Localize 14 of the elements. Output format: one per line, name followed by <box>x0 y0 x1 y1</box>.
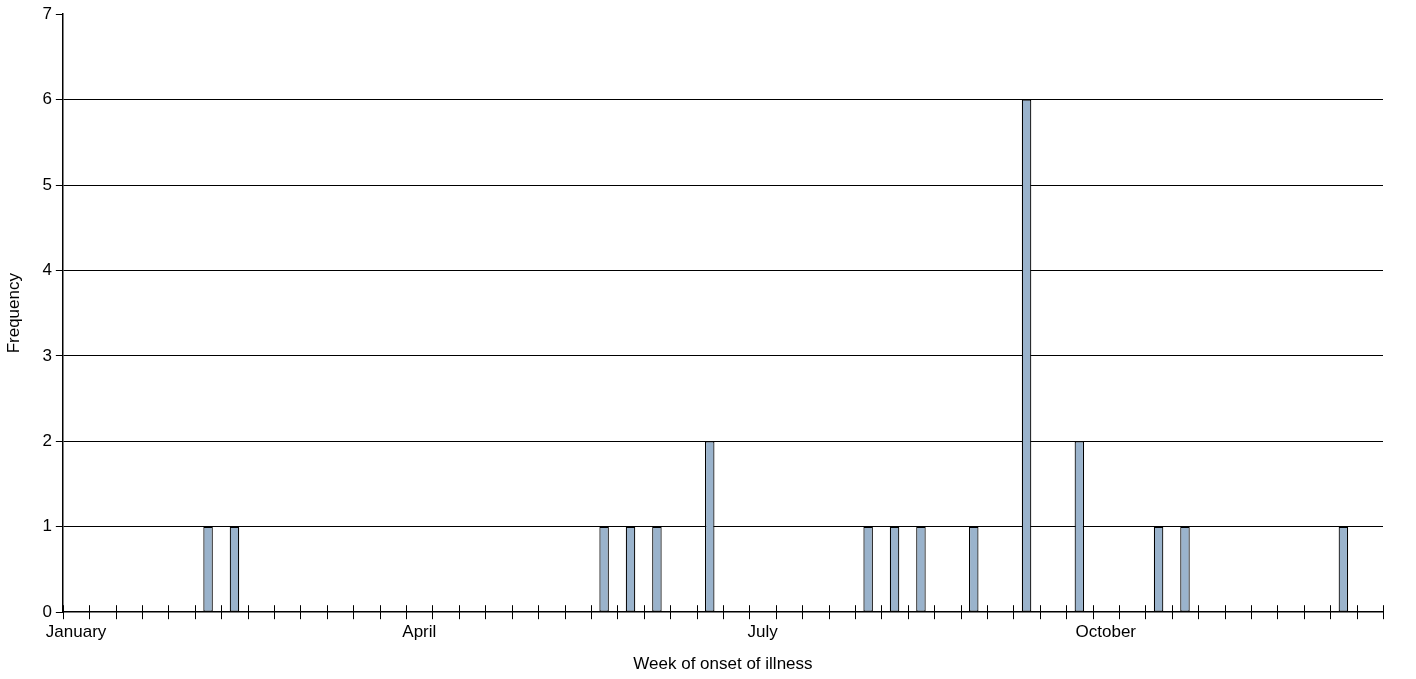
y-tick-label: 3 <box>42 345 52 365</box>
y-axis-title: Frequency <box>3 272 23 354</box>
y-tick-label: 1 <box>42 516 52 536</box>
x-tick-label: July <box>747 622 779 642</box>
y-tick-label: 4 <box>42 260 52 280</box>
x-tick-label: April <box>402 622 437 642</box>
x-tick-label: January <box>45 622 107 642</box>
y-tick-label: 5 <box>42 174 52 194</box>
y-tick-label: 2 <box>42 431 52 451</box>
y-tick-label: 6 <box>42 89 52 109</box>
y-tick-label: 7 <box>42 3 52 23</box>
x-axis-title: Week of onset of illness <box>633 654 813 674</box>
x-tick-label: October <box>1075 622 1137 642</box>
y-tick-label: 0 <box>42 601 52 621</box>
